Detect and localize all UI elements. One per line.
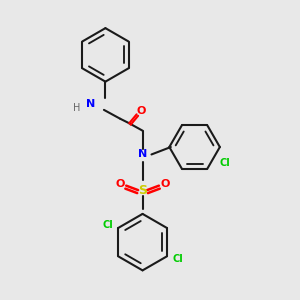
Text: Cl: Cl [102,220,113,230]
Text: H: H [74,103,81,113]
Text: O: O [116,179,125,189]
Text: Cl: Cl [172,254,183,264]
Text: N: N [86,99,95,109]
Text: N: N [138,149,147,160]
Text: O: O [160,179,170,189]
Text: O: O [136,106,146,116]
Text: S: S [138,184,147,196]
Text: Cl: Cl [220,158,231,168]
